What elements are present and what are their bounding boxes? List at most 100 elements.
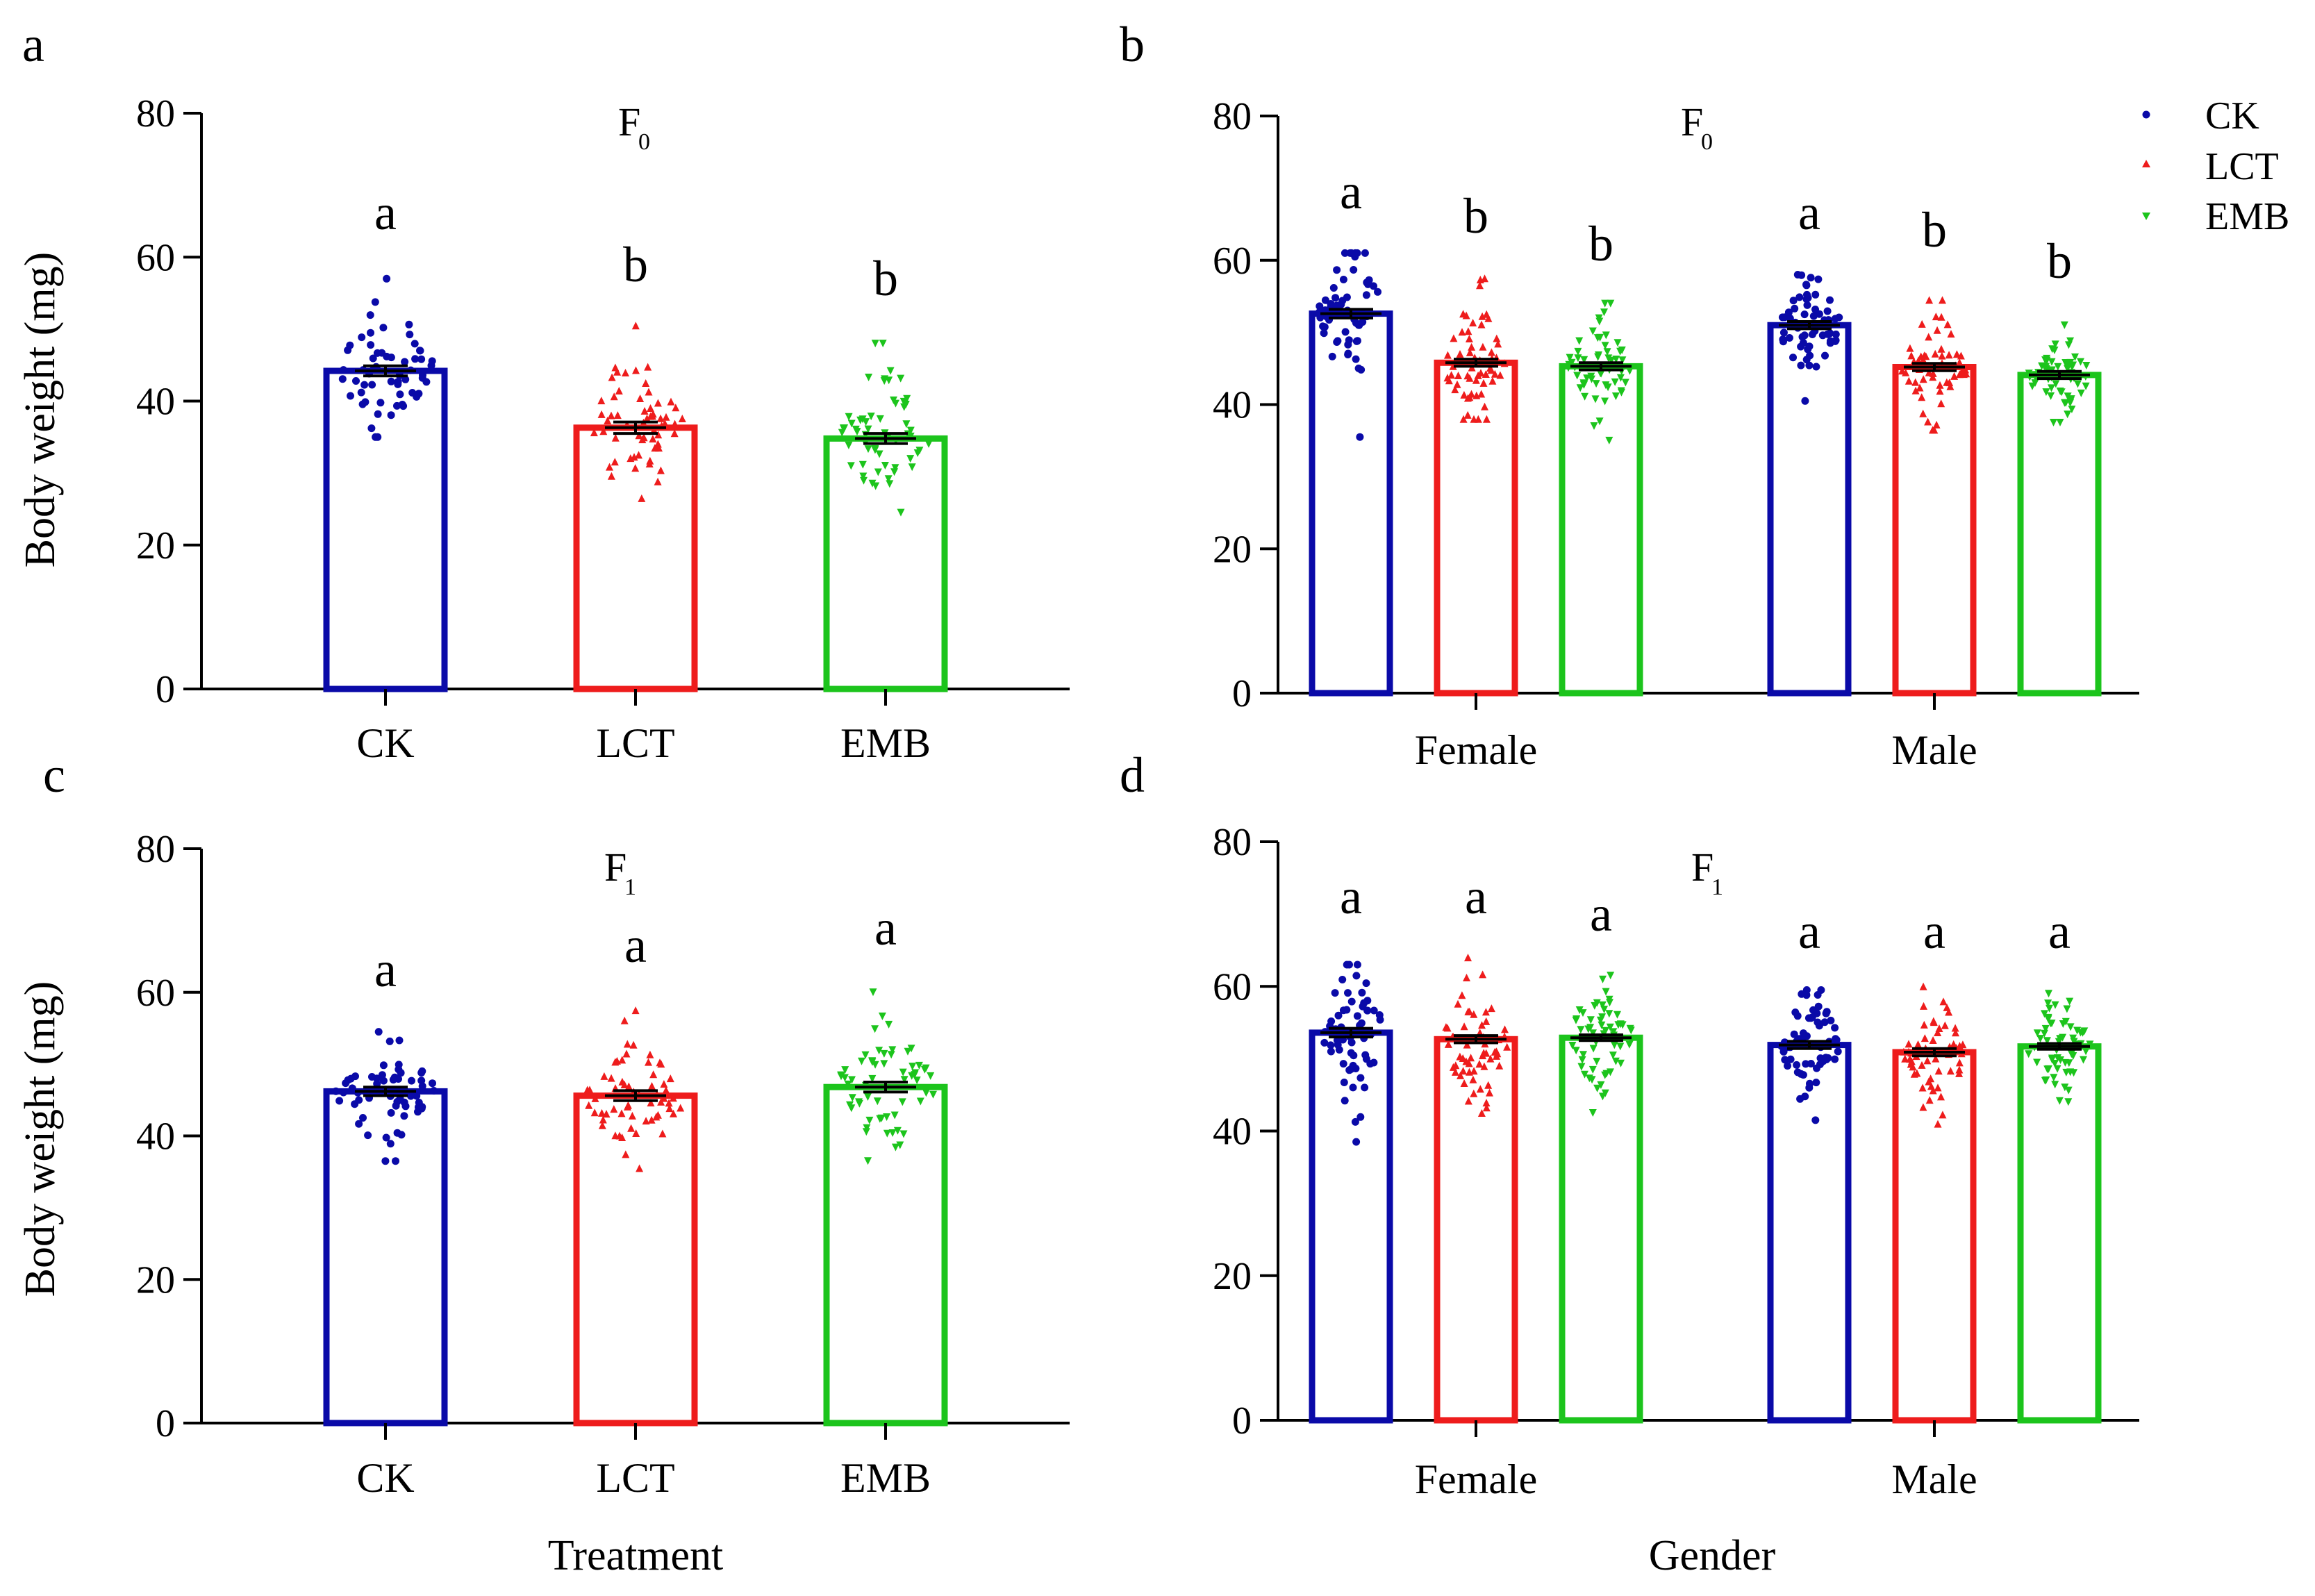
panel-b-female-lct-point [1468, 342, 1476, 351]
panel-d-male-emb-point [2044, 999, 2052, 1008]
panel-a-ck-point [387, 377, 395, 385]
panel-b-male-emb-point [2082, 382, 2090, 390]
panel-b-female-ck-point [1341, 249, 1349, 257]
panel-d-female-emb-point [1589, 1045, 1598, 1053]
panel-d-female-lct-point [1495, 1061, 1504, 1070]
panel-c-lct-point [658, 1129, 667, 1138]
panel-d-female-lct-point [1501, 1025, 1509, 1033]
panel-d-male-emb-point [2057, 1056, 2064, 1064]
panel-a-ck-point [358, 333, 366, 342]
panel-d-female-lct-point [1477, 1109, 1486, 1117]
panel-letter-d: d [1120, 747, 1145, 803]
panel-d-female-lct-point [1482, 1017, 1491, 1025]
panel-a-ck-point [369, 354, 377, 363]
panel-b-male-lct-point [1916, 383, 1924, 392]
panel-c-ck-point [373, 1079, 381, 1088]
panel-a-ck-point [371, 298, 379, 306]
svg-text:0: 0 [638, 129, 650, 155]
panel-a-emb-point [865, 374, 873, 381]
panel-d-female-ck-point [1333, 1036, 1341, 1045]
panel-d-male-emb-point [2063, 1005, 2071, 1013]
panel-d-male-lct-point [1919, 1103, 1927, 1111]
panel-b-female-lct-point [1456, 350, 1464, 358]
panel-a-lct-point [597, 410, 606, 418]
panel-a-lct-point [662, 413, 670, 421]
panel-c-emb-point [920, 1065, 929, 1074]
panel-b-male-ck-point [1809, 312, 1818, 320]
panel-b-female-emb-point [1618, 346, 1626, 354]
panel-d-female-lct-point [1464, 954, 1472, 962]
panel-b-male-emb-point [2047, 392, 2055, 400]
panel-a-ck-point [398, 401, 406, 408]
panel-c-emb-point [878, 1012, 886, 1020]
panel-b-male-lct-point [1946, 382, 1955, 390]
panel-d-male-ck-point [1793, 1061, 1801, 1069]
panel-a-ck-point [367, 424, 376, 433]
panel-b-male-emb-point [2040, 363, 2048, 371]
panel-b-male-ck-point [1797, 342, 1805, 351]
panel-d-male-ck-point [1811, 1116, 1820, 1124]
svg-text:1: 1 [1711, 874, 1723, 900]
panel-d-female-lct-points [1442, 954, 1511, 1117]
panel-d-male-ck-bar [1767, 1042, 1852, 1424]
panel-b-male-emb-point [2064, 341, 2073, 349]
panel-b-female-lct-bar [1434, 359, 1518, 697]
panel-d-female-emb-point [1611, 1057, 1620, 1065]
panel-b-male-lct-point [1945, 351, 1953, 359]
panel-a-ck-point [411, 355, 420, 363]
panel-b-male-emb-point [2064, 410, 2072, 419]
panel-a-emb-point [906, 455, 915, 463]
panel-c-ck-point [379, 1061, 388, 1070]
panel-d-male-emb-point [2025, 1050, 2033, 1058]
panel-b-female-emb-point [1616, 374, 1625, 382]
panel-a-emb-point [858, 460, 867, 469]
panel-d-male-emb-point [2051, 1081, 2059, 1089]
panel-b-female-emb-point [1595, 317, 1604, 326]
panel-d-male-lct-point [1910, 1070, 1918, 1078]
panel-d-female-ck-point [1351, 1117, 1359, 1126]
panel-c-emb-point [863, 1124, 871, 1132]
y-tick-label-b: 80 [1213, 95, 1252, 138]
y-tick-label-a: 0 [156, 668, 175, 711]
panel-b-male-ck-point [1821, 351, 1829, 360]
panel-d-male-emb-point [2051, 1001, 2059, 1009]
panel-a-emb-point [908, 463, 916, 472]
panel-b-female-emb-point [1611, 392, 1620, 401]
panel-b-female-ck-point [1329, 284, 1338, 292]
panel-c-ck-point [430, 1087, 438, 1095]
panel-c-lct-point [615, 1131, 624, 1140]
significance-label-lct: b [1463, 188, 1488, 244]
panel-b-male-ck-point [1826, 296, 1834, 304]
panel-title-a: F 0 [618, 99, 650, 155]
panel-a-lct-point [611, 458, 619, 466]
panel-c-lct-point [585, 1101, 593, 1109]
panel-d-male-lct-point [1929, 1036, 1937, 1044]
panel-b-male-emb-point [2066, 337, 2075, 345]
panel-d-male-ck-point [1781, 1056, 1789, 1064]
panel-c-emb-point [883, 1129, 891, 1138]
panel-d-female-ck-bar [1309, 1029, 1393, 1424]
panel-a-ck-point [379, 324, 388, 332]
y-tick-label-c: 20 [136, 1258, 175, 1302]
panel-d-male-lct-point [1918, 1083, 1927, 1092]
panel-a-ck-point [374, 410, 382, 418]
panel-b-male-emb-point [2069, 361, 2077, 369]
panel-a-emb-points [838, 340, 933, 517]
panel-c-emb-point [841, 1066, 849, 1074]
panel-d-male-emb-point [2043, 1037, 2051, 1045]
panel-d-male-lct-point [1945, 1008, 1953, 1016]
panel-d-female-emb-point [1588, 1076, 1596, 1084]
panel-b-male-emb-point [2073, 380, 2082, 388]
panel-c-emb-point [922, 1089, 930, 1097]
panel-d-male-emb-point [2053, 1065, 2061, 1073]
panel-b-female-ck-point [1333, 301, 1341, 310]
panel-d-male-lct-point [1951, 1024, 1959, 1032]
panel-d-male-ck-point [1796, 1095, 1804, 1103]
panel-d-male-emb-point [2041, 1010, 2048, 1018]
panel-a-ck-point [408, 389, 417, 397]
legend: CK LCT EMB [2142, 94, 2289, 238]
svg-text:CK: CK [2205, 94, 2259, 138]
panel-d-female-lct-point [1482, 1104, 1491, 1112]
panel-d-female-ck-point [1352, 972, 1361, 980]
panel-b-female-emb-point [1611, 378, 1619, 386]
